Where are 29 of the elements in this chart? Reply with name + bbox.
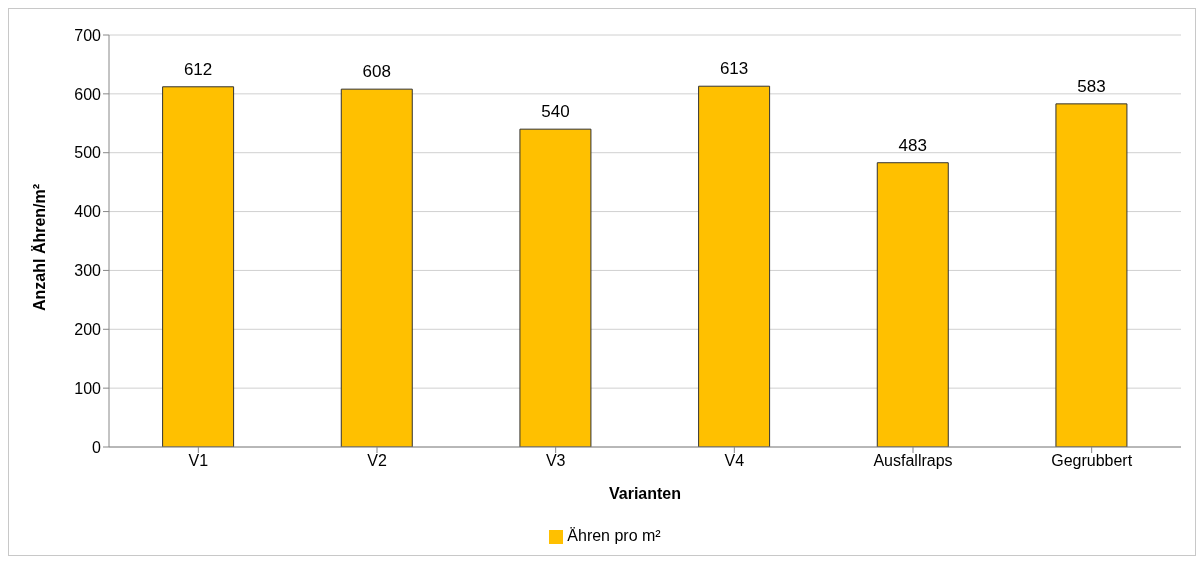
x-tick-label: V3: [545, 452, 566, 470]
data-label: 613: [719, 59, 749, 79]
bar: [340, 88, 413, 447]
y-tick-label: 700: [74, 26, 102, 44]
bar: [876, 162, 949, 447]
bar: [1055, 103, 1128, 447]
bar: [519, 128, 592, 447]
x-tick-label: V1: [188, 452, 209, 470]
y-axis-title: Anzahl Ähren/m²: [30, 183, 48, 311]
x-tick-label: Gegrubbert: [1051, 452, 1133, 470]
x-tick-label: V2: [367, 452, 387, 470]
x-tick-label: V4: [724, 452, 745, 470]
y-tick-label: 500: [74, 144, 102, 162]
data-label: 540: [541, 102, 570, 122]
legend-label: Ähren pro m²: [567, 527, 661, 544]
y-tick-label: 0: [92, 438, 102, 456]
data-label: 608: [362, 62, 391, 82]
y-tick-label: 400: [74, 203, 102, 221]
bar: [698, 85, 771, 447]
x-axis-title: Varianten: [608, 485, 682, 502]
data-label: 483: [898, 135, 927, 155]
y-tick-label: 100: [74, 379, 102, 397]
y-tick-label: 300: [74, 262, 102, 280]
data-label: 583: [1077, 76, 1106, 96]
x-tick-label: Ausfallraps: [873, 452, 953, 470]
y-tick-label: 200: [74, 320, 102, 338]
y-tick-label: 600: [74, 85, 102, 103]
bar: [162, 86, 235, 447]
data-label: 612: [183, 59, 213, 79]
